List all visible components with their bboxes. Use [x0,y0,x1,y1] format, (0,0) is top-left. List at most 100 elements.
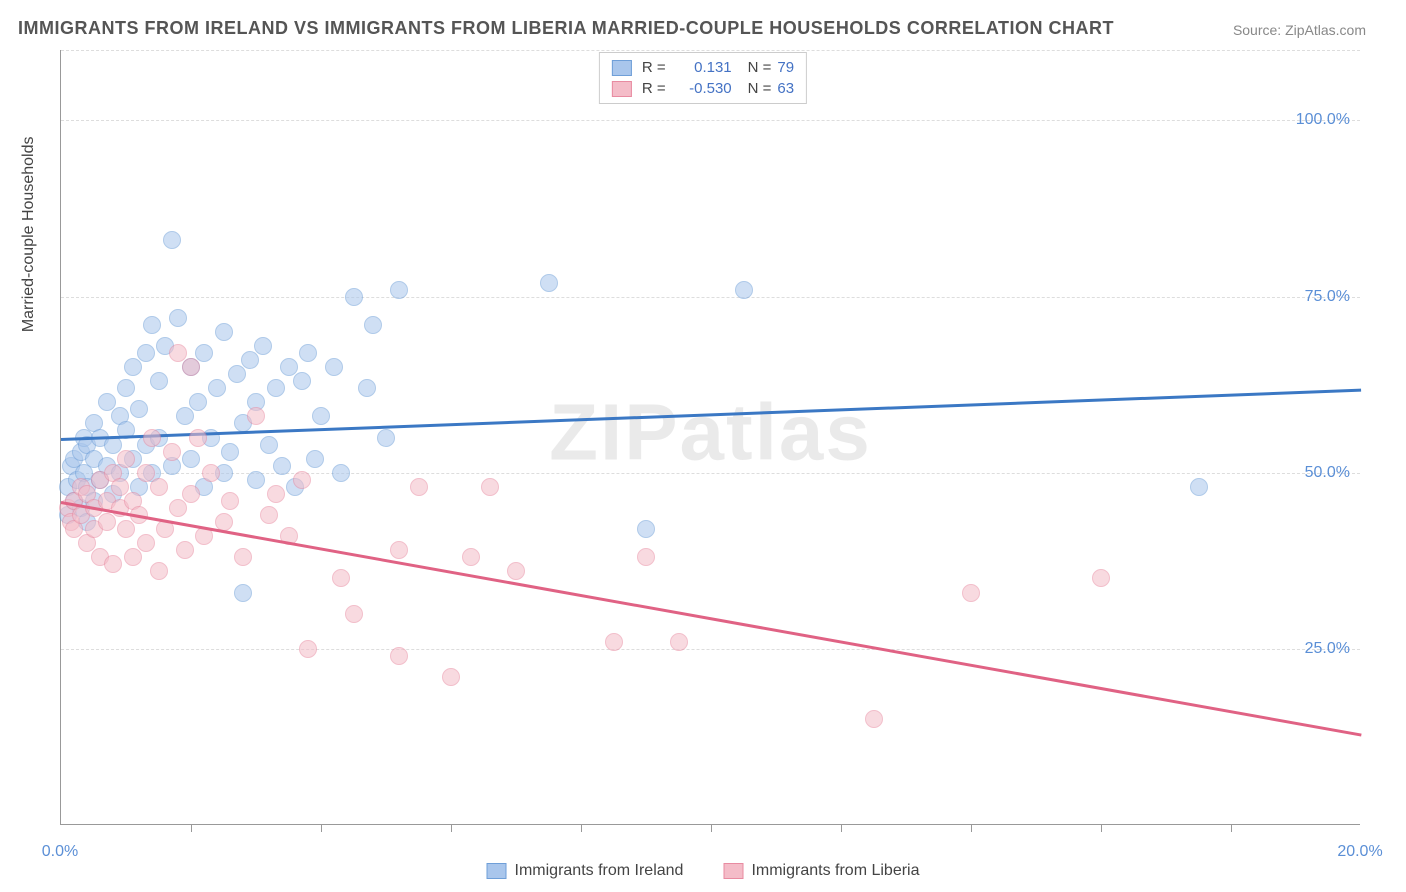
scatter-point [332,569,350,587]
scatter-point [124,548,142,566]
scatter-point [234,584,252,602]
scatter-point [735,281,753,299]
scatter-point [481,478,499,496]
scatter-point [306,450,324,468]
n-label: N = [748,80,772,97]
scatter-point [358,379,376,397]
scatter-point [241,351,259,369]
x-tick [841,824,842,832]
scatter-point [150,478,168,496]
scatter-point [260,506,278,524]
scatter-point [117,379,135,397]
x-tick-label: 20.0% [1337,843,1382,861]
scatter-point [364,316,382,334]
scatter-point [208,379,226,397]
n-value: 63 [777,80,794,97]
r-value: -0.530 [672,80,732,97]
scatter-point [130,400,148,418]
y-tick-label: 100.0% [1296,111,1350,129]
scatter-point [176,407,194,425]
source-label: Source: ZipAtlas.com [1233,22,1366,38]
scatter-point [150,372,168,390]
scatter-point [540,274,558,292]
scatter-point [299,344,317,362]
scatter-point [962,584,980,602]
scatter-point [293,372,311,390]
scatter-point [137,344,155,362]
scatter-point [143,429,161,447]
scatter-point [117,450,135,468]
correlation-chart: IMMIGRANTS FROM IRELAND VS IMMIGRANTS FR… [0,0,1406,892]
legend-swatch [723,863,743,879]
chart-title: IMMIGRANTS FROM IRELAND VS IMMIGRANTS FR… [18,18,1114,39]
scatter-point [98,513,116,531]
n-label: N = [748,59,772,76]
scatter-point [605,633,623,651]
legend-row: R =0.131N =79 [612,57,794,78]
scatter-point [163,231,181,249]
y-tick-label: 75.0% [1305,288,1350,306]
scatter-point [345,605,363,623]
scatter-point [442,668,460,686]
scatter-point [221,443,239,461]
scatter-point [267,379,285,397]
scatter-point [202,464,220,482]
scatter-point [163,443,181,461]
gridline [61,50,1360,51]
legend-item: Immigrants from Ireland [487,862,684,880]
watermark: ZIPatlas [549,386,872,478]
y-tick-label: 50.0% [1305,464,1350,482]
x-tick-label: 0.0% [42,843,78,861]
x-tick [451,824,452,832]
scatter-point [104,555,122,573]
r-label: R = [642,59,666,76]
legend-label: Immigrants from Liberia [751,862,919,880]
scatter-point [228,365,246,383]
scatter-point [299,640,317,658]
scatter-point [377,429,395,447]
scatter-point [293,471,311,489]
scatter-point [254,337,272,355]
scatter-point [390,541,408,559]
correlation-legend: R =0.131N =79R =-0.530N =63 [599,52,807,104]
gridline [61,649,1360,650]
scatter-point [143,316,161,334]
x-tick [581,824,582,832]
scatter-point [169,499,187,517]
x-tick [1231,824,1232,832]
scatter-point [390,281,408,299]
scatter-point [345,288,363,306]
scatter-point [637,520,655,538]
scatter-point [637,548,655,566]
scatter-point [247,407,265,425]
scatter-point [215,323,233,341]
gridline [61,120,1360,121]
scatter-point [189,429,207,447]
scatter-point [221,492,239,510]
scatter-point [189,393,207,411]
scatter-point [124,358,142,376]
legend-row: R = -0.530 N = 63 [612,78,794,99]
legend-swatch [612,81,632,97]
r-label: R = [642,80,666,97]
scatter-point [410,478,428,496]
scatter-point [117,520,135,538]
legend-swatch [487,863,507,879]
y-tick-label: 25.0% [1305,640,1350,658]
scatter-point [332,464,350,482]
y-axis-label: Married-couple Households [20,137,38,333]
scatter-point [312,407,330,425]
legend-swatch [612,60,632,76]
scatter-point [137,534,155,552]
r-value: 0.131 [672,59,732,76]
scatter-point [169,309,187,327]
scatter-point [1190,478,1208,496]
x-tick [191,824,192,832]
scatter-point [182,450,200,468]
scatter-point [325,358,343,376]
scatter-point [865,710,883,728]
trend-line [61,501,1361,736]
scatter-point [1092,569,1110,587]
scatter-point [273,457,291,475]
scatter-point [390,647,408,665]
